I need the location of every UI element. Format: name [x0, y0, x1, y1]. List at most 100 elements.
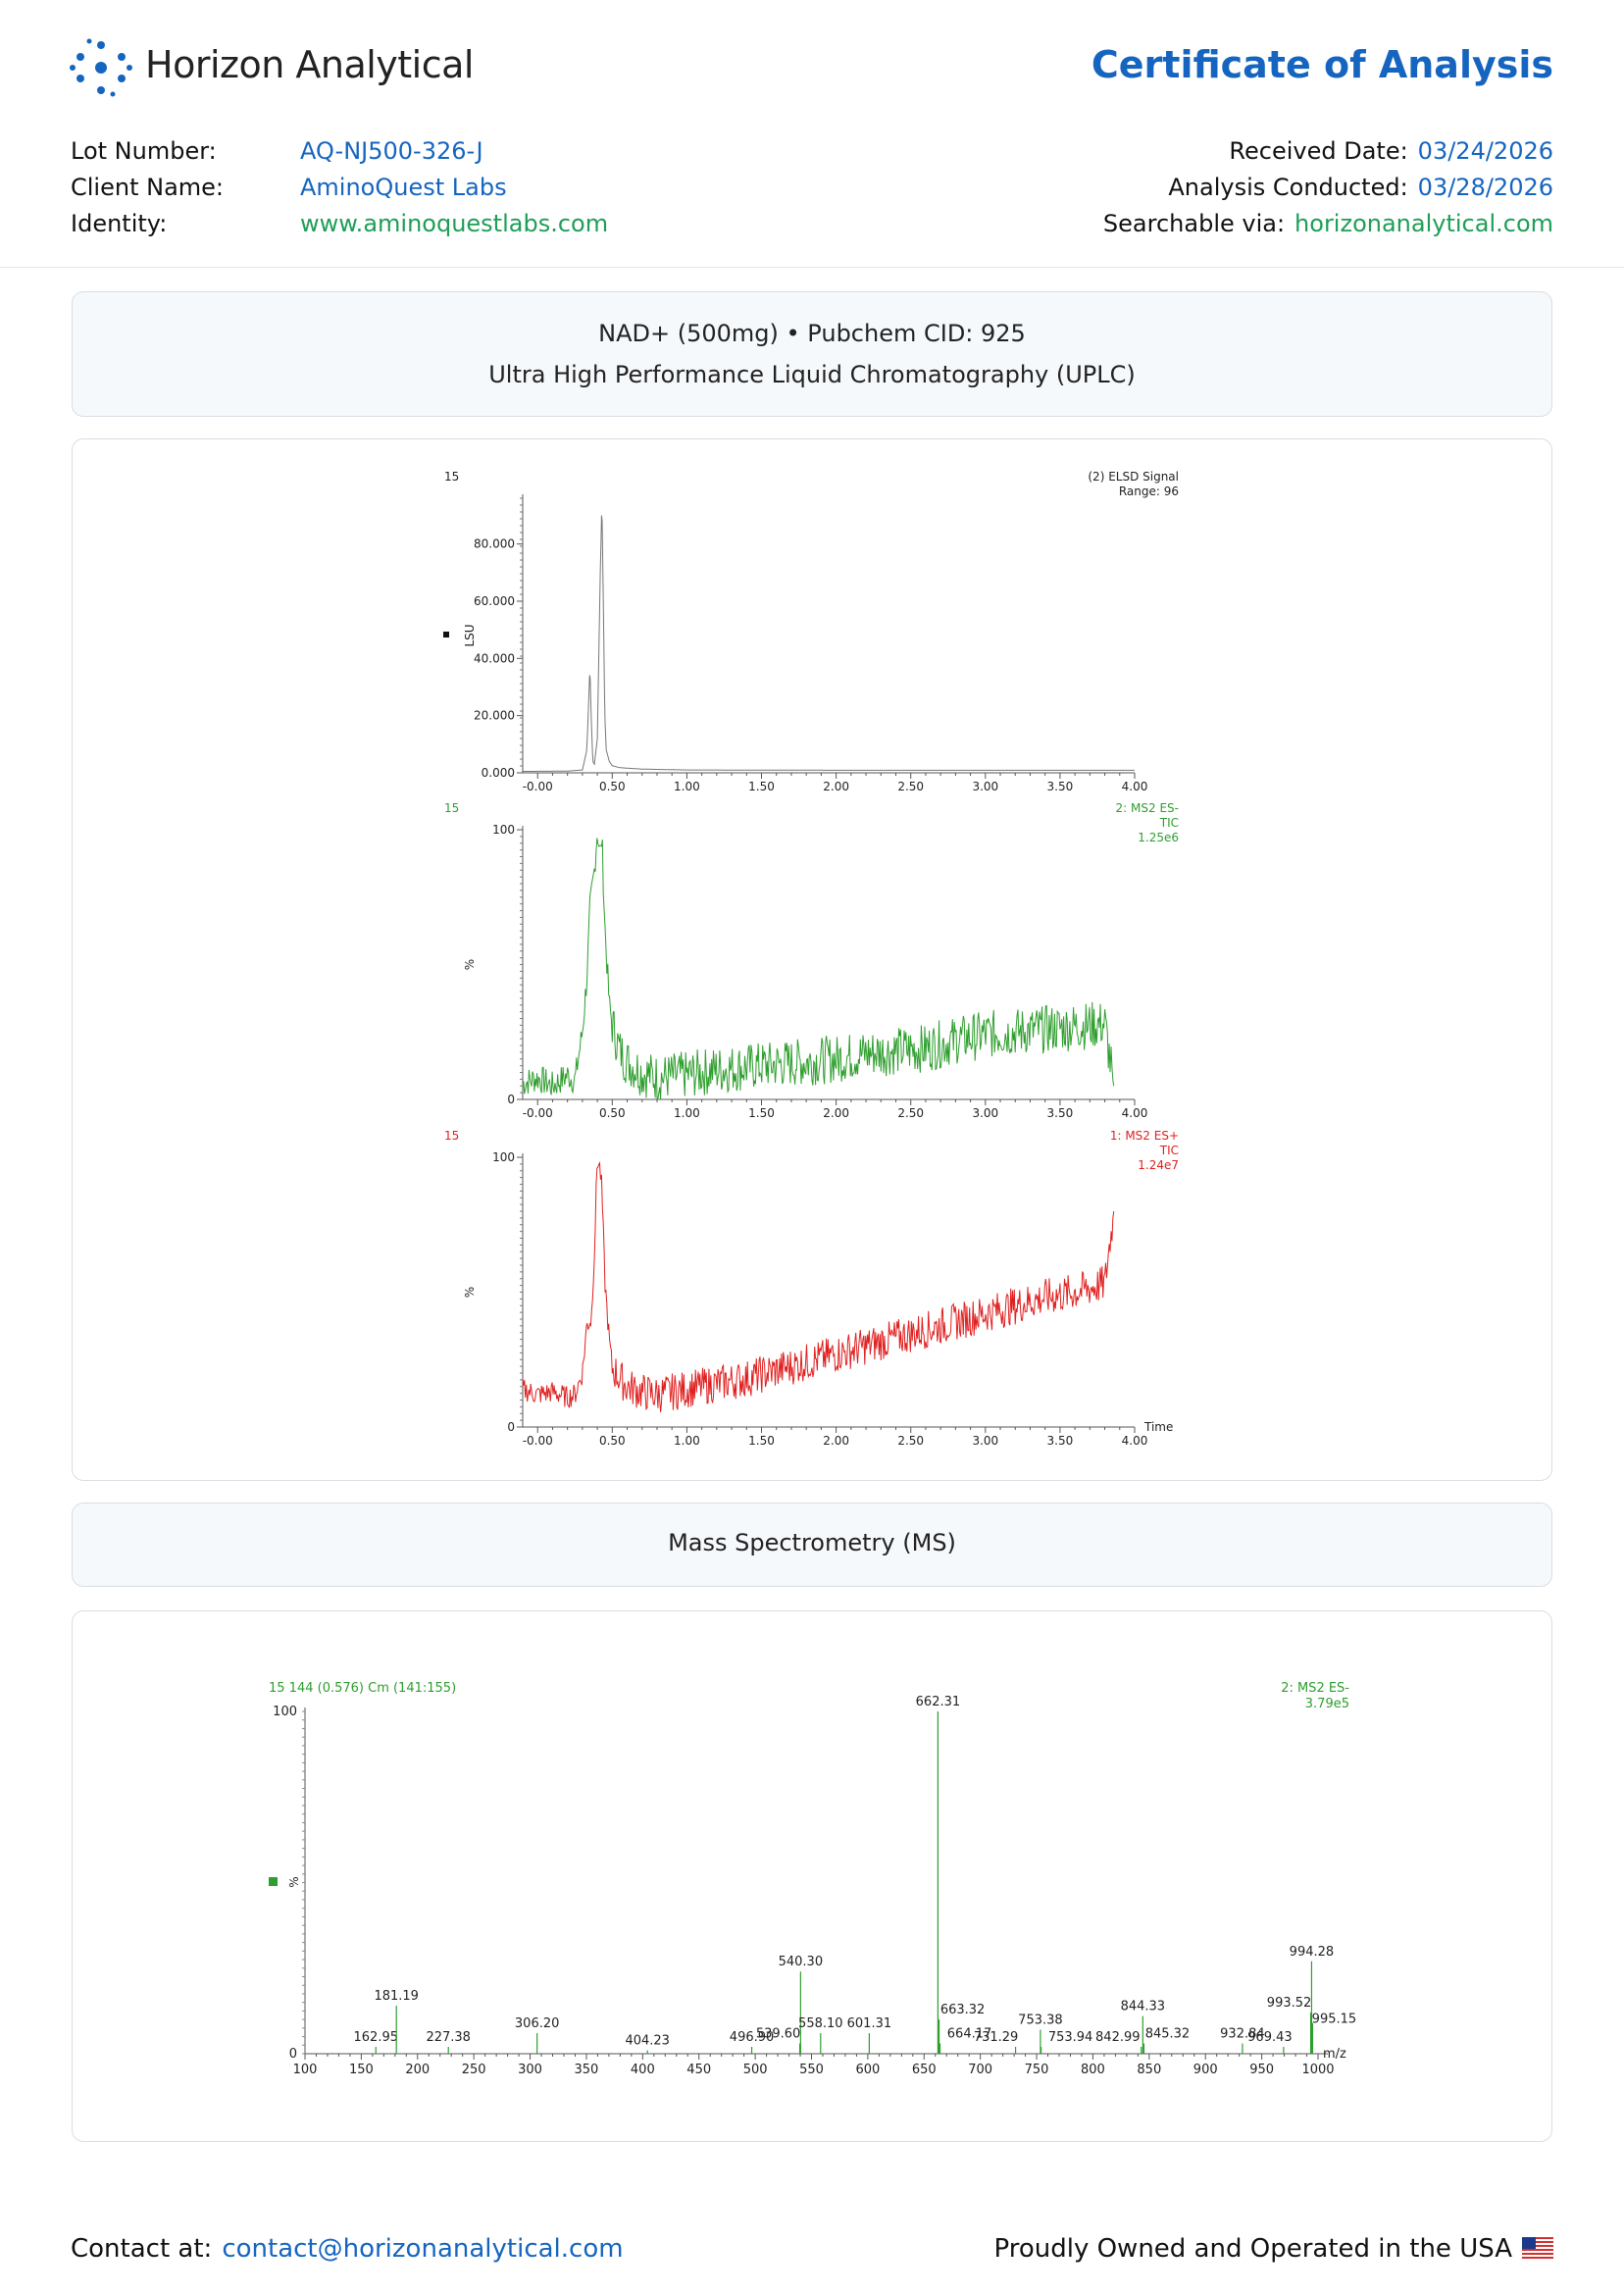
ms-peak-label: 601.31 — [847, 2016, 892, 2031]
client-name-value: AminoQuest Labs — [300, 174, 507, 201]
trace2-line — [522, 1161, 1115, 1412]
brand-name: Horizon Analytical — [145, 43, 474, 86]
trace0-y-tick-label: 40.000 — [474, 651, 515, 665]
searchable-link[interactable]: horizonanalytical.com — [1294, 210, 1553, 237]
ms-peak-label: 662.31 — [916, 1695, 961, 1709]
ms-peak-label: 753.94 — [1048, 2030, 1093, 2045]
us-flag-icon — [1522, 2237, 1553, 2261]
contact-email-link[interactable]: contact@horizonanalytical.com — [222, 2234, 624, 2264]
ms-x-tick-label: 400 — [631, 2063, 655, 2077]
ms-x-label: m/z — [1323, 2047, 1346, 2062]
ms-peak-label: 969.43 — [1247, 2030, 1293, 2045]
received-date-row: Received Date: 03/24/2026 — [1229, 137, 1553, 165]
ms-peak-label: 496.90 — [730, 2030, 775, 2045]
trace0-y-tick-label: 80.000 — [474, 537, 515, 551]
trace0-x-tick-label: 1.50 — [748, 780, 775, 793]
ms-peak-label: 539.60 — [756, 2027, 801, 2042]
trace0-x-tick-label: 1.00 — [674, 780, 700, 793]
trace1-title-line: 1.25e6 — [1138, 831, 1179, 844]
ms-peak-label: 664.17 — [947, 2027, 992, 2042]
trace0-x-tick-label: -0.00 — [523, 780, 553, 793]
ms-peak-label: 731.29 — [974, 2030, 1018, 2045]
trace0-y-label: LSU — [463, 624, 477, 646]
ms-peak-label: 932.84 — [1220, 2027, 1265, 2042]
analysis-date-label: Analysis Conducted: — [1168, 174, 1408, 201]
trace1-y-label: % — [463, 959, 477, 970]
analysis-date-row: Analysis Conducted: 03/28/2026 — [1168, 174, 1553, 201]
ms-header-left: 15 144 (0.576) Cm (141:155) — [269, 1681, 456, 1696]
ms-spectrum-chart: 100 150 200 250 300 350 400 450 500 550 600 650 700 7… — [269, 1681, 1357, 2077]
ms-peak-label: 181.19 — [374, 1989, 419, 2004]
ms-x-tick-label: 650 — [912, 2063, 937, 2077]
ms-x-tick-label: 100 — [293, 2063, 318, 2077]
ms-peak-label: 753.38 — [1018, 2014, 1063, 2028]
ms-peak-label: 993.52 — [1267, 1996, 1312, 2011]
trace2-title-line: 1.24e7 — [1138, 1158, 1179, 1172]
ms-peak-label: 227.38 — [426, 2030, 471, 2045]
ms-peak-label: 845.32 — [1145, 2027, 1191, 2042]
ms-x-tick-label: 600 — [855, 2063, 880, 2077]
trace0-y-tick-label: 20.000 — [474, 709, 515, 723]
received-date-value: 03/24/2026 — [1417, 137, 1553, 165]
compound-title: NAD+ (500mg) • Pubchem CID: 925 — [598, 320, 1026, 347]
trace2-x-tick-label: 2.00 — [823, 1434, 849, 1448]
trace2-y-tick-label: 0 — [507, 1420, 515, 1434]
ms-x-tick-label: 350 — [575, 2063, 599, 2077]
trace0-x-tick-label: 3.00 — [972, 780, 998, 793]
footer-contact: Contact at: contact@horizonanalytical.co… — [71, 2234, 624, 2264]
ms-header-panel: Mass Spectrometry (MS) — [72, 1503, 1552, 1587]
ms-peak-label: 558.10 — [798, 2016, 843, 2031]
ms-header-right: 2: MS2 ES- — [1281, 1681, 1349, 1696]
ms-x-tick-label: 800 — [1081, 2063, 1105, 2077]
ms-peak-label: 844.33 — [1121, 2000, 1166, 2014]
ms-peak-label: 995.15 — [1312, 2013, 1357, 2027]
tagline-text: Proudly Owned and Operated in the USA — [993, 2234, 1512, 2264]
ms-peak-label: 663.32 — [940, 2003, 986, 2017]
lot-number-label: Lot Number: — [71, 137, 217, 165]
trace1-x-tick-label: 2.00 — [823, 1106, 849, 1120]
ms-title: Mass Spectrometry (MS) — [668, 1529, 956, 1556]
ms-y-tick-label: 100 — [273, 1705, 297, 1719]
document-title: Certificate of Analysis — [1091, 43, 1553, 86]
footer-tagline: Proudly Owned and Operated in the USA — [993, 2234, 1553, 2264]
method-title: Ultra High Performance Liquid Chromatogr… — [488, 361, 1136, 388]
ms-peak-label: 162.95 — [354, 2030, 399, 2045]
ms-x-tick-label: 950 — [1249, 2063, 1274, 2077]
ms-peak-label: 306.20 — [515, 2016, 560, 2031]
trace2-x-label: Time — [1143, 1420, 1173, 1434]
brand-logo-icon — [70, 38, 132, 97]
compound-panel: NAD+ (500mg) • Pubchem CID: 925 Ultra Hi… — [72, 291, 1552, 417]
trace1-y-tick-label: 0 — [507, 1093, 515, 1106]
trace2-x-tick-label: 0.50 — [599, 1434, 626, 1448]
trace2-x-tick-label: 1.50 — [748, 1434, 775, 1448]
trace2-title-line: TIC — [1159, 1144, 1179, 1157]
trace2-x-tick-label: 1.00 — [674, 1434, 700, 1448]
ms-x-tick-label: 300 — [518, 2063, 542, 2077]
lsu-marker — [443, 632, 449, 637]
ms-marker — [269, 1877, 278, 1886]
chromatogram-chart: -0.00 0.50 1.00 1.50 2.00 2.50 3.00 3.50 4.00 0.0… — [443, 470, 1179, 1448]
trace0-y-tick-label: 60.000 — [474, 594, 515, 608]
trace0-x-tick-label: 3.50 — [1047, 780, 1074, 793]
trace0-sample-label: 15 — [444, 470, 459, 484]
trace0-line — [523, 515, 1135, 772]
trace0-title-line: Range: 96 — [1119, 484, 1179, 498]
trace1-x-tick-label: 1.00 — [674, 1106, 700, 1120]
trace0-title-line: (2) ELSD Signal — [1088, 470, 1179, 484]
ms-x-tick-label: 450 — [686, 2063, 711, 2077]
client-name-label: Client Name: — [71, 174, 224, 201]
trace2-sample-label: 15 — [444, 1129, 459, 1143]
trace1-x-tick-label: 2.50 — [897, 1106, 924, 1120]
trace1-x-tick-label: 3.50 — [1047, 1106, 1074, 1120]
identity-link[interactable]: www.aminoquestlabs.com — [300, 210, 609, 237]
trace2-x-tick-label: 4.00 — [1122, 1434, 1148, 1448]
trace1-line — [522, 838, 1115, 1100]
trace1-title-line: 2: MS2 ES- — [1116, 801, 1179, 815]
trace1-x-tick-label: 4.00 — [1122, 1106, 1148, 1120]
trace2-y-label: % — [463, 1287, 477, 1298]
trace1-x-tick-label: 3.00 — [972, 1106, 998, 1120]
trace2-x-tick-label: 3.00 — [972, 1434, 998, 1448]
ms-y-tick-label: 0 — [289, 2047, 297, 2062]
analysis-date-value: 03/28/2026 — [1417, 174, 1553, 201]
trace0-x-tick-label: 4.00 — [1122, 780, 1148, 793]
